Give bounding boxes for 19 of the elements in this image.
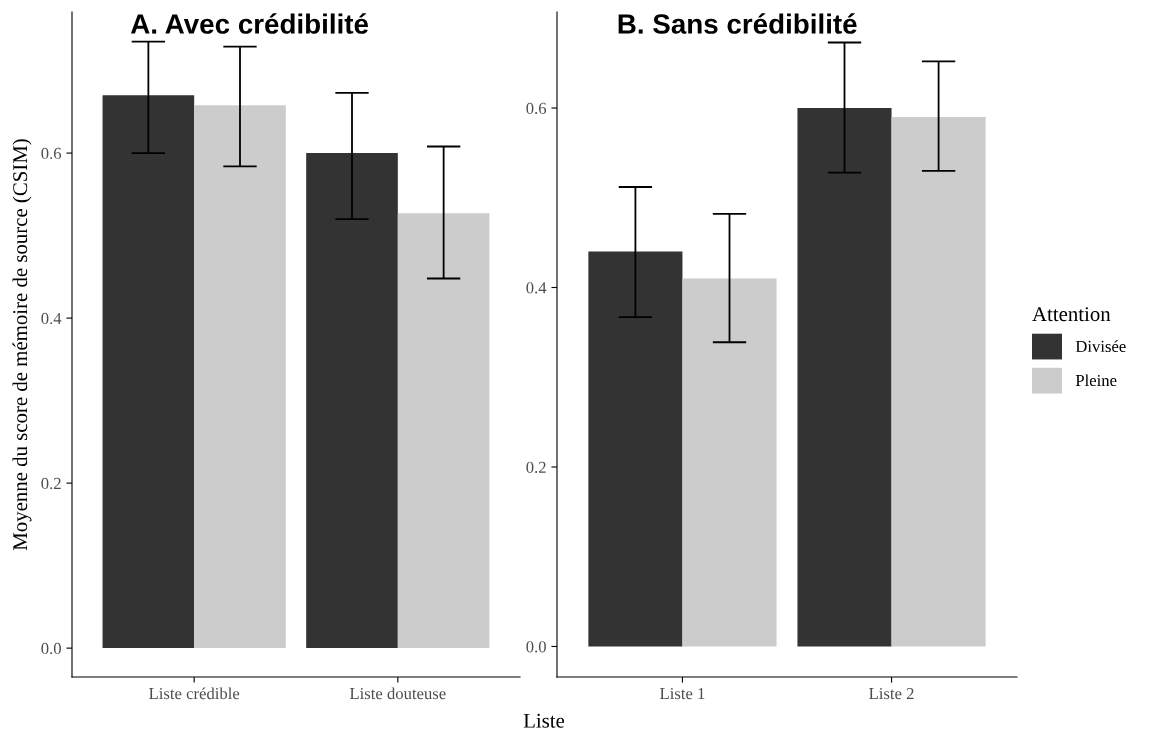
legend-label: Divisée (1075, 340, 1126, 353)
legend-title: Attention (1032, 307, 1111, 322)
x-tick-label: Liste douteuse (349, 687, 446, 700)
y-tick-label: 0.0 (526, 641, 546, 653)
chart-title: B. Sans crédibilité (618, 13, 857, 34)
x-tick-label: Liste 2 (869, 687, 914, 700)
y-tick-label: 0.4 (41, 312, 62, 325)
x-tick-label: Liste 1 (660, 687, 705, 700)
legend-label: Pleine (1075, 374, 1117, 387)
y-tick-label: 0.0 (41, 642, 61, 655)
y-tick-label: 0.2 (526, 461, 546, 474)
y-axis-title: Moyenne du score de mémoire de source (CSIM) (12, 139, 32, 551)
y-tick-label: 0.6 (526, 102, 547, 115)
y-tick-label: 0.4 (526, 282, 547, 294)
y-tick-label: 0.2 (41, 477, 61, 490)
y-tick-label: 0.6 (41, 147, 62, 160)
chart-title: A. Avec crédibilité (130, 13, 369, 34)
x-tick-label: Liste crédible (149, 687, 240, 700)
x-axis-title: Liste (523, 713, 565, 728)
